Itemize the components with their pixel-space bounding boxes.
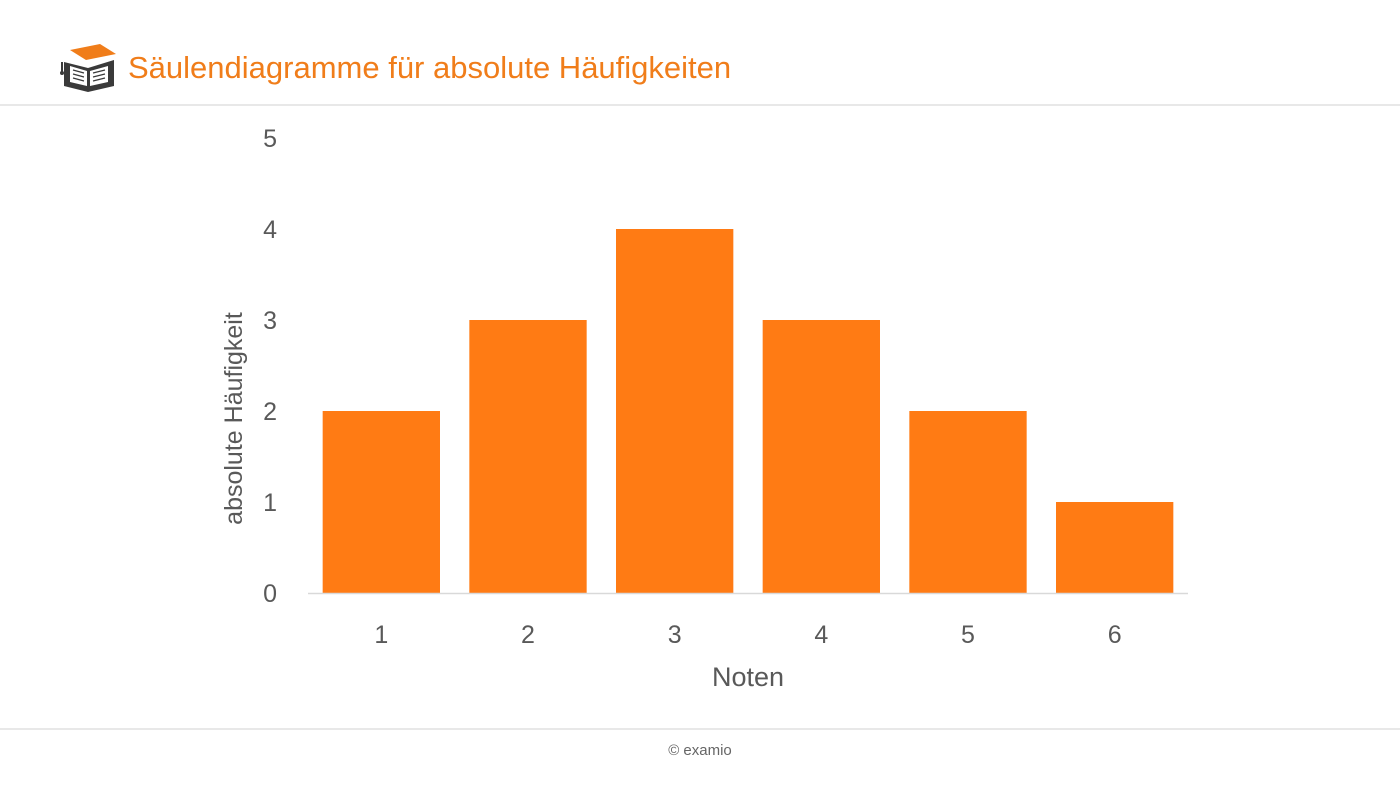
y-tick-label: 0 xyxy=(263,580,277,608)
y-axis-ticks: 0 1 2 3 4 5 xyxy=(263,125,277,608)
header: Säulendiagramme für absolute Häufigkeite… xyxy=(0,0,1400,106)
bar xyxy=(469,320,587,593)
graduation-cap-book-icon xyxy=(60,44,116,92)
x-tick-label: 1 xyxy=(374,621,388,649)
x-tick-label: 6 xyxy=(1108,621,1122,649)
x-axis-label: Noten xyxy=(712,662,784,692)
y-tick-label: 3 xyxy=(263,307,277,335)
x-axis-ticks: 1 2 3 4 5 6 xyxy=(374,621,1121,649)
x-tick-label: 3 xyxy=(668,621,682,649)
x-tick-label: 5 xyxy=(961,621,975,649)
x-tick-label: 4 xyxy=(814,621,828,649)
bar xyxy=(322,411,440,593)
y-axis-label: absolute Häufigkeit xyxy=(220,312,248,525)
x-tick-label: 2 xyxy=(521,621,535,649)
bar xyxy=(909,411,1027,593)
bar xyxy=(616,229,734,593)
footer-copyright: © examio xyxy=(668,742,732,759)
page-title: Säulendiagramme für absolute Häufigkeite… xyxy=(128,50,732,85)
y-tick-label: 4 xyxy=(263,216,277,244)
bar xyxy=(1056,502,1174,593)
footer-divider xyxy=(0,728,1400,730)
bar xyxy=(762,320,880,593)
y-tick-label: 5 xyxy=(263,125,277,153)
bars xyxy=(322,229,1174,593)
y-tick-label: 1 xyxy=(263,489,277,517)
y-tick-label: 2 xyxy=(263,398,277,426)
